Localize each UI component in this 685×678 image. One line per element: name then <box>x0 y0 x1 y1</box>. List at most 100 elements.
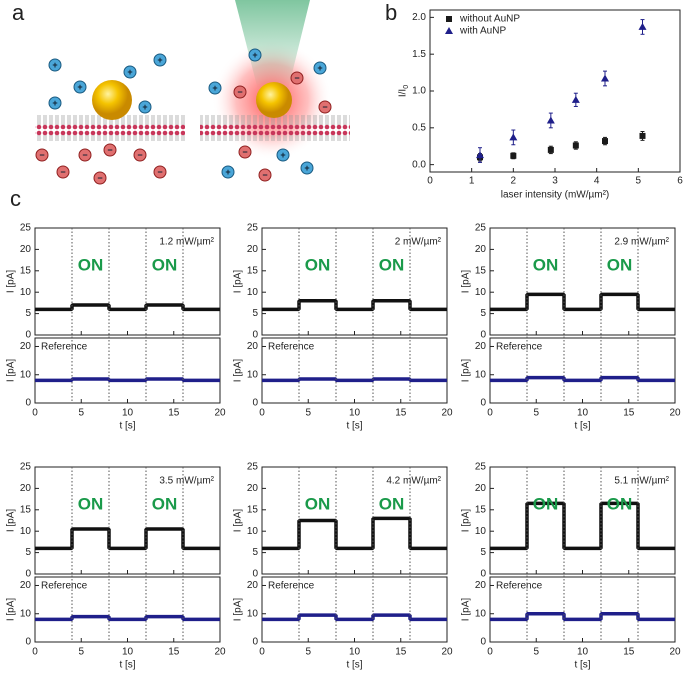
x-axis-label: t [s] <box>574 421 590 432</box>
point <box>638 22 647 30</box>
x-tick-label: 4 <box>594 176 600 187</box>
y-tick-label: 15 <box>475 265 487 276</box>
ion-sign: − <box>82 150 87 160</box>
x-tick-label: 6 <box>677 176 683 187</box>
y-axis-label: I [pA] <box>6 598 17 622</box>
y-tick-label: 20 <box>20 341 32 352</box>
cation <box>73 80 87 94</box>
cation <box>48 58 62 72</box>
trace-title: 5.1 mW/µm² <box>614 476 669 487</box>
cation <box>221 165 235 179</box>
y-axis-label: I [pA] <box>6 509 17 533</box>
x-axis-label: laser intensity (mW/µm²) <box>501 190 610 201</box>
point <box>639 132 646 139</box>
x-tick-label: 5 <box>78 408 84 419</box>
ions: + + + + + + + + + + + + − − − − − − − − − − − − <box>35 48 332 185</box>
y-axis-label: I [pA] <box>461 598 472 622</box>
illustration <box>35 0 350 160</box>
ion-sign: + <box>212 83 217 93</box>
reference-label: Reference <box>268 342 315 353</box>
y-tick-label: 0 <box>252 569 258 580</box>
ion-sign: + <box>317 63 322 73</box>
on-label: ON <box>533 255 559 274</box>
x-tick-label: 0 <box>427 176 433 187</box>
cation <box>138 100 152 114</box>
y-tick-label: 10 <box>20 526 32 537</box>
trace-title: 2 mW/µm² <box>395 237 442 248</box>
x-tick-label: 20 <box>669 647 681 658</box>
ion-sign: − <box>107 145 112 155</box>
trace-title: 4.2 mW/µm² <box>386 476 441 487</box>
point <box>601 74 609 82</box>
ion-sign: + <box>77 82 82 92</box>
y-tick-label: 0 <box>25 637 31 648</box>
y-tick-label: 20 <box>247 580 259 591</box>
cation <box>300 161 314 175</box>
on-label: ON <box>305 494 331 513</box>
x-tick-label: 15 <box>168 408 180 419</box>
ion-sign: + <box>157 55 162 65</box>
x-tick-label: 10 <box>577 647 589 658</box>
y-axis-label: I [pA] <box>461 359 472 383</box>
y-tick-label: 5 <box>25 308 31 319</box>
trace-line <box>490 611 675 622</box>
y-tick-label: 10 <box>475 287 487 298</box>
reference-label: Reference <box>496 581 543 592</box>
y-tick-label: 5 <box>252 308 258 319</box>
ion-sign: + <box>52 60 57 70</box>
y-tick-label: 20 <box>20 580 32 591</box>
trace-line <box>262 613 447 622</box>
trace-line <box>35 303 220 312</box>
cation <box>123 65 137 79</box>
trace-line <box>262 299 447 312</box>
x-tick-label: 10 <box>349 408 361 419</box>
point <box>571 95 580 103</box>
y-tick-label: 10 <box>20 287 32 298</box>
trace-line <box>35 377 220 383</box>
point <box>546 116 555 124</box>
y-tick-label: 5 <box>25 547 31 558</box>
y-tick-label: 1.0 <box>412 86 426 97</box>
ion-sign: − <box>60 167 65 177</box>
anion <box>35 148 49 162</box>
y-tick-label: 25 <box>20 223 32 234</box>
x-tick-label: 15 <box>623 647 635 658</box>
cation <box>313 61 327 75</box>
y-tick-label: 15 <box>475 504 487 515</box>
y-tick-label: 25 <box>247 462 259 473</box>
y-axis-label: I [pA] <box>233 270 244 294</box>
cation <box>48 96 62 110</box>
point <box>602 138 608 145</box>
y-tick-label: 20 <box>20 483 32 494</box>
ion-sign: − <box>322 102 327 112</box>
x-tick-label: 2 <box>511 176 517 187</box>
trace-line <box>490 292 675 312</box>
cation <box>153 53 167 67</box>
y-tick-label: 10 <box>247 526 259 537</box>
trace-title: 2.9 mW/µm² <box>614 237 669 248</box>
y-tick-label: 0.0 <box>412 159 426 170</box>
point <box>509 133 518 141</box>
anion <box>93 171 107 185</box>
legend-marker <box>446 16 452 22</box>
reference-label: Reference <box>41 342 88 353</box>
y-tick-label: 0 <box>480 330 486 341</box>
ion-sign: − <box>39 150 44 160</box>
on-label: ON <box>78 255 104 274</box>
y-tick-label: 15 <box>20 265 32 276</box>
y-tick-label: 0.5 <box>412 122 426 133</box>
legend-marker <box>445 27 453 34</box>
x-tick-label: 1 <box>469 176 475 187</box>
anion <box>153 165 167 179</box>
y-tick-label: 25 <box>247 223 259 234</box>
point <box>547 146 554 153</box>
y-tick-label: 0 <box>25 569 31 580</box>
y-tick-label: 10 <box>475 608 487 619</box>
y-tick-label: 10 <box>20 608 32 619</box>
x-tick-label: 5 <box>636 176 642 187</box>
y-tick-label: 20 <box>475 483 487 494</box>
x-tick-label: 5 <box>305 647 311 658</box>
y-tick-label: 20 <box>20 244 32 255</box>
anion <box>103 143 117 157</box>
